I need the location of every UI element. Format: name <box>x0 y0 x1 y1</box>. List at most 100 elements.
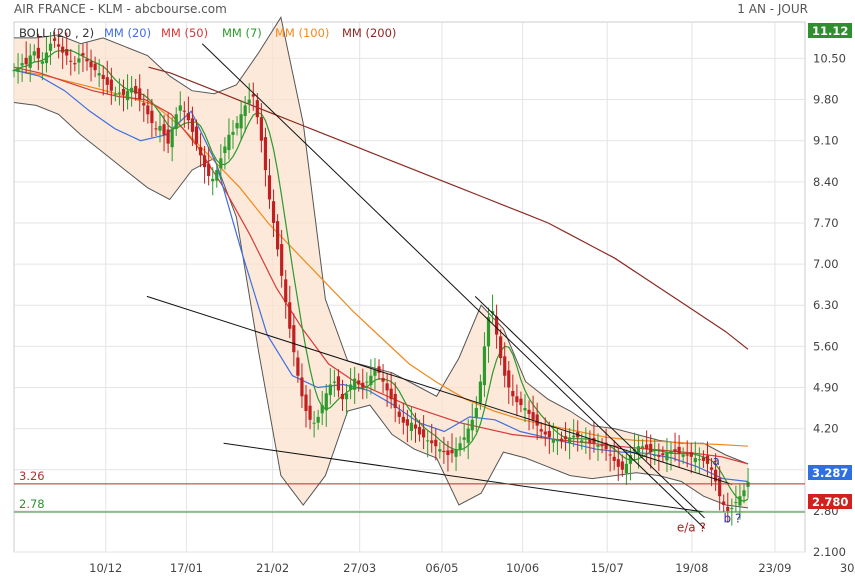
candle-body <box>138 88 142 100</box>
candle-body <box>450 449 454 454</box>
candle-body <box>726 506 730 511</box>
candle-body <box>401 416 405 423</box>
candle-body <box>296 357 300 376</box>
candle-body <box>531 412 535 420</box>
candle-body <box>288 302 292 329</box>
legend-ma20: MM (20) <box>104 26 151 40</box>
x-tick-label: 19/08 <box>675 561 708 575</box>
candle-body <box>77 58 81 63</box>
candle-body <box>300 377 304 397</box>
x-tick-label: 21/02 <box>256 561 289 575</box>
candle-body <box>624 463 628 474</box>
candle-body <box>705 455 710 464</box>
candle-body <box>511 391 515 397</box>
candle-body <box>113 93 117 95</box>
candle-body <box>336 376 341 391</box>
candle-body <box>219 158 223 169</box>
candle-body <box>117 92 122 94</box>
candle-body <box>657 455 661 457</box>
candle-body <box>438 449 442 452</box>
candle-body <box>81 53 85 56</box>
candle-body <box>243 105 247 117</box>
chart-period: 1 AN - JOUR <box>737 2 808 16</box>
candle-body <box>194 126 199 144</box>
bollinger-upper <box>14 15 749 465</box>
annotation-label: b ? <box>724 512 742 526</box>
candle-body <box>373 369 377 376</box>
candle-body <box>105 77 109 85</box>
candle-body <box>308 405 312 420</box>
candle-body <box>235 123 239 129</box>
candle-body <box>32 51 36 56</box>
candle-body <box>689 452 693 457</box>
candle-body <box>247 99 251 104</box>
candle-body <box>85 59 89 62</box>
annotation-label: e/a ? <box>677 520 706 534</box>
candle-body <box>470 419 474 431</box>
y-tick-label: 10.50 <box>813 51 846 65</box>
y-tick-label: 5.60 <box>813 339 839 353</box>
candle-body <box>458 443 462 450</box>
candle-body <box>377 366 381 373</box>
candle-body <box>669 450 673 454</box>
bollinger-lower <box>13 102 749 509</box>
candle-body <box>353 378 357 390</box>
candle-body <box>673 449 677 453</box>
candle-body <box>73 63 77 65</box>
candle-body <box>580 440 584 443</box>
candle-body <box>125 90 130 101</box>
support-price-tag: 2.780 <box>808 494 852 509</box>
candle-body <box>44 52 49 64</box>
candle-body <box>495 316 499 335</box>
candle-body <box>134 86 138 94</box>
candle-body <box>413 424 418 429</box>
candle-body <box>612 456 616 461</box>
candle-body <box>551 439 555 443</box>
price-max-label: 11.12 <box>812 24 848 38</box>
level-label: 3.26 <box>19 469 45 483</box>
candle-body <box>65 49 69 56</box>
candle-body <box>722 501 726 505</box>
candle-body <box>271 201 276 223</box>
candle-body <box>174 114 178 129</box>
candle-body <box>604 442 608 450</box>
last-price-tag: 3.287 <box>808 465 852 480</box>
candle-body <box>292 325 296 353</box>
level-label: 2.78 <box>19 497 45 511</box>
candle-body <box>357 380 361 385</box>
candle-body <box>198 147 203 156</box>
candle-body <box>393 393 397 409</box>
candle-body <box>150 110 154 124</box>
candle-body <box>482 346 487 386</box>
x-tick-label: 06/05 <box>425 561 458 575</box>
candle-body <box>409 422 414 431</box>
candle-body <box>503 356 507 376</box>
candle-body <box>616 459 620 467</box>
candle-body <box>365 381 369 383</box>
trendline <box>146 295 733 485</box>
candle-body <box>182 110 186 112</box>
series-ma50 <box>13 66 749 465</box>
candle-body <box>276 221 280 250</box>
horizontal-levels: 3.26 2.78 <box>14 469 805 513</box>
candle-body <box>215 170 219 181</box>
candle-body <box>320 405 324 414</box>
candle-body <box>746 482 750 487</box>
candle-body <box>36 47 40 59</box>
candle-body <box>340 393 345 400</box>
x-tick-label: 27/03 <box>343 561 376 575</box>
series-ma100 <box>13 69 749 447</box>
legend-boll: BOLL (20 , 2) <box>19 26 94 40</box>
x-tick-label: 10/06 <box>506 561 539 575</box>
candle-body <box>61 46 65 53</box>
candle-body <box>146 105 150 115</box>
candle-body <box>649 443 653 453</box>
candle-body <box>442 450 446 453</box>
candle-body <box>16 67 20 72</box>
candle-body <box>661 453 665 456</box>
candle-body <box>101 74 105 79</box>
candle-body <box>178 105 182 111</box>
candle-body <box>190 118 195 132</box>
candle-body <box>507 370 511 388</box>
candle-body <box>142 103 146 106</box>
